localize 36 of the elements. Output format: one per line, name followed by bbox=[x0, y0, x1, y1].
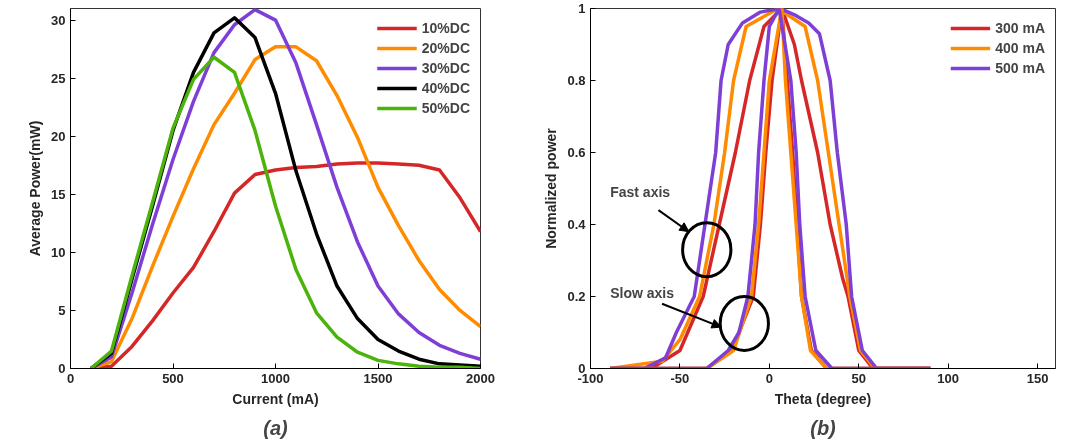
x-tick-label: 1500 bbox=[363, 370, 393, 386]
y-axis-title: Average Power(mW) bbox=[27, 120, 44, 257]
x-tick-label: 2000 bbox=[466, 370, 495, 386]
y-axis-title: Normalized power bbox=[543, 127, 560, 249]
x-tick-label: 0 bbox=[765, 370, 773, 386]
x-axis-title: Current (mA) bbox=[232, 390, 319, 407]
y-tick-label: 10 bbox=[51, 244, 66, 260]
y-tick-label: 1 bbox=[578, 1, 586, 16]
legend-label: 50%DC bbox=[421, 100, 470, 116]
legend-label: 40%DC bbox=[421, 80, 470, 96]
y-tick-label: 0.2 bbox=[567, 289, 586, 304]
x-tick-label: 150 bbox=[1026, 370, 1049, 386]
y-tick-label: 5 bbox=[58, 302, 66, 318]
y-tick-label: 30 bbox=[51, 12, 66, 28]
legend-label: 10%DC bbox=[421, 20, 470, 36]
y-tick-label: 15 bbox=[51, 186, 66, 202]
y-tick-label: 0.6 bbox=[567, 145, 586, 160]
y-tick-label: 0.8 bbox=[567, 73, 586, 88]
annotation: Fast axis bbox=[610, 184, 671, 201]
text: (b) bbox=[810, 416, 837, 439]
x-tick-label: 1000 bbox=[261, 370, 290, 386]
annotation: Slow axis bbox=[610, 284, 675, 301]
x-tick-label: 500 bbox=[162, 370, 184, 386]
legend-label: 300 mA bbox=[995, 20, 1045, 36]
text: (a) bbox=[263, 416, 289, 439]
y-tick-label: 20 bbox=[51, 128, 66, 144]
legend-label: 20%DC bbox=[421, 40, 470, 56]
x-tick-label: -50 bbox=[670, 370, 690, 386]
x-tick-label: 100 bbox=[937, 370, 960, 386]
x-tick-label: 50 bbox=[851, 370, 867, 386]
y-tick-label: 0.4 bbox=[567, 217, 587, 232]
y-tick-label: 25 bbox=[51, 70, 66, 86]
x-axis-title: Theta (degree) bbox=[774, 390, 872, 407]
legend-label: 400 mA bbox=[995, 40, 1045, 56]
legend-label: 30%DC bbox=[421, 60, 470, 76]
legend-label: 500 mA bbox=[995, 60, 1045, 76]
